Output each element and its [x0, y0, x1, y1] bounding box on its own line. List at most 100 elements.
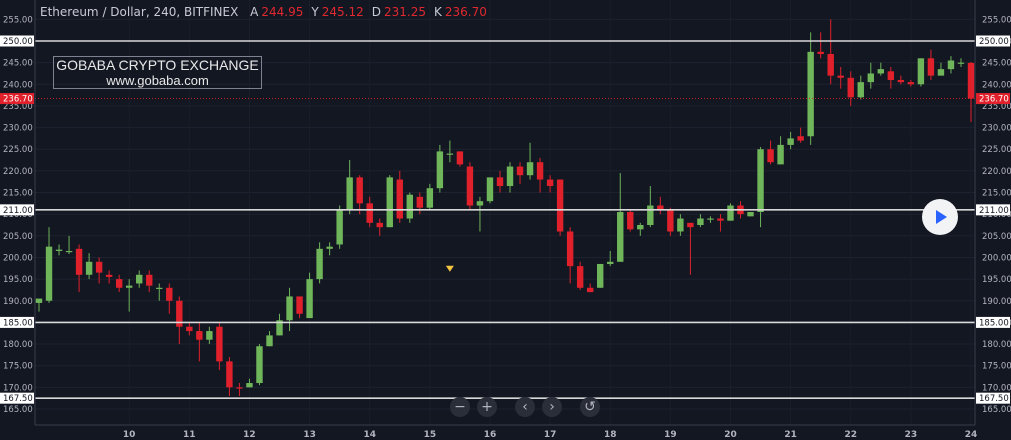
candle-body — [266, 335, 273, 347]
candle-body — [206, 331, 213, 340]
ohlc-label: A — [250, 5, 259, 19]
candle-series — [35, 19, 975, 397]
scroll-left-button[interactable]: ‹ — [515, 397, 535, 417]
candle-body — [927, 58, 935, 76]
candle-body — [456, 151, 464, 165]
level-label-bg — [976, 316, 1010, 328]
ohlc-readout: A 244.95 Y 245.12 D 231.25 K 236.70 — [242, 5, 487, 19]
candle-body — [727, 205, 734, 221]
time-tick-label: 24 — [965, 430, 978, 440]
zoom-in-button[interactable]: + — [477, 397, 497, 417]
candle-body — [867, 73, 874, 83]
candle-body — [907, 82, 915, 85]
symbol-title: Ethereum / Dollar, 240, BITFINEX — [40, 5, 239, 19]
price-tick-label: 230.00 — [3, 124, 33, 134]
candle-body — [967, 62, 975, 99]
candle-body — [576, 266, 584, 288]
candle-body — [125, 285, 133, 288]
reset-chart-button[interactable]: ↺ — [580, 397, 600, 417]
price-tick-label: 215.00 — [3, 189, 33, 199]
level-label: 211.00 — [3, 206, 33, 216]
candle-body — [887, 71, 895, 80]
level-label: 167.50 — [3, 394, 33, 404]
candle-body — [356, 177, 363, 204]
level-label-bg — [0, 204, 34, 216]
price-tick-label: 165.00 — [982, 405, 1011, 415]
candle-body — [787, 138, 794, 145]
candle-body — [586, 287, 594, 293]
price-tick-label: 190.00 — [3, 297, 33, 307]
candle-body — [386, 177, 393, 228]
candle-body — [827, 53, 834, 76]
candle-body — [506, 166, 514, 187]
candle-body — [566, 231, 574, 267]
candle-body — [757, 149, 764, 213]
play-button[interactable] — [922, 199, 958, 235]
time-tick-label: 19 — [664, 430, 677, 440]
right-price-axis[interactable]: 165.00 170.00 175.00 180.00 185.00 190.00 195.… — [974, 0, 1011, 440]
price-tick-label: 230.00 — [982, 124, 1011, 134]
price-tick-label: 255.00 — [982, 15, 1011, 25]
candle-body — [366, 203, 373, 223]
ohlc-value: 236.70 — [444, 5, 487, 19]
level-label-bg — [0, 35, 34, 47]
level-label-bg — [976, 35, 1010, 47]
candle-body — [556, 179, 564, 232]
price-tick-label: 195.00 — [982, 275, 1011, 285]
level-label: 211.00 — [979, 206, 1009, 216]
price-tick-label: 245.00 — [3, 59, 33, 69]
candle-body — [306, 279, 313, 319]
time-axis[interactable]: 10 11 12 13 14 15 16 17 18 19 20 21 22 23 24 — [35, 424, 978, 440]
candle-body — [937, 69, 945, 76]
candle-body — [897, 79, 905, 83]
candle-body — [316, 248, 323, 280]
last-price-label: 236.70 — [3, 95, 33, 105]
candle-body — [186, 326, 193, 332]
candle-body — [156, 287, 163, 289]
time-tick-label: 20 — [724, 430, 737, 440]
candle-body — [376, 222, 383, 228]
candle-body — [166, 287, 173, 301]
chart-header: Ethereum / Dollar, 240, BITFINEX A 244.95… — [40, 5, 487, 19]
price-tick-label: 180.00 — [3, 340, 33, 350]
price-tick-label: 205.00 — [982, 232, 1011, 242]
price-tick-label: 190.00 — [982, 297, 1011, 307]
time-tick-label: 21 — [784, 430, 797, 440]
time-tick-label: 13 — [303, 430, 316, 440]
price-tick-label: 220.00 — [3, 167, 33, 177]
level-label-bg — [0, 392, 34, 404]
time-tick-label: 12 — [243, 430, 256, 440]
watermark-title: GOBABA CRYPTO EXCHANGE — [56, 57, 259, 73]
price-tick-label: 170.00 — [982, 383, 1011, 393]
time-tick-label: 16 — [484, 430, 497, 440]
candle-body — [256, 346, 263, 384]
candle-body — [707, 218, 714, 220]
candle-body — [146, 274, 153, 286]
candle-body — [326, 246, 333, 249]
candle-body — [466, 166, 474, 206]
time-tick-label: 11 — [183, 430, 196, 440]
candle-body — [276, 320, 283, 336]
candle-body — [486, 177, 494, 202]
price-tick-label: 200.00 — [3, 253, 33, 263]
time-grid — [128, 0, 972, 425]
price-tick-label: 225.00 — [3, 145, 33, 155]
candle-body — [516, 166, 524, 176]
candle-body — [396, 179, 403, 219]
price-tick-label: 225.00 — [982, 145, 1011, 155]
candle-body — [55, 249, 63, 251]
candle-body — [677, 218, 684, 232]
candle-body — [847, 77, 854, 98]
price-tick-label: 255.00 — [3, 15, 33, 25]
candle-body — [687, 222, 694, 228]
candle-body — [226, 361, 233, 388]
zoom-out-button[interactable]: − — [450, 397, 470, 417]
candle-body — [526, 162, 534, 176]
scroll-right-button[interactable]: › — [542, 397, 562, 417]
time-tick-label: 22 — [844, 430, 857, 440]
candle-body — [607, 261, 614, 264]
ohlc-label: K — [433, 5, 442, 19]
left-price-axis[interactable]: 165.00 170.00 175.00 180.00 185.00 190.00 195.… — [0, 0, 36, 440]
